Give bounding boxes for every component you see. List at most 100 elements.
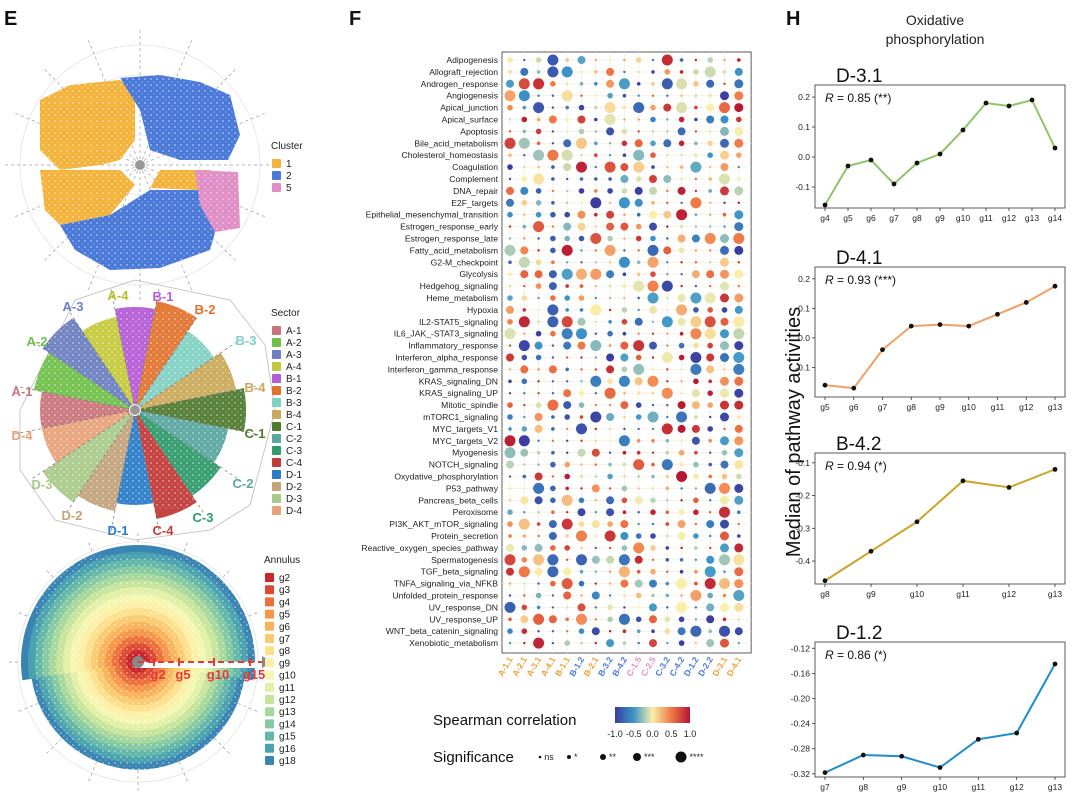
size-legend-dot <box>600 754 606 760</box>
dot <box>636 439 641 443</box>
dot <box>679 558 684 562</box>
dot <box>633 161 645 173</box>
dot <box>604 114 616 125</box>
dot <box>537 296 540 300</box>
dot <box>694 141 698 146</box>
dot <box>618 554 630 566</box>
pathway-label: Fatty_acid_metabolism <box>410 245 498 255</box>
dot <box>521 426 528 432</box>
dot <box>709 415 712 419</box>
dot <box>719 625 730 637</box>
dot <box>622 462 627 467</box>
dot <box>523 511 526 514</box>
dot <box>578 580 585 587</box>
x-tick-label: g10 <box>962 402 976 412</box>
dot <box>677 317 686 326</box>
dot <box>547 54 559 66</box>
sector-label: A-2 <box>27 334 48 349</box>
dot <box>537 165 540 169</box>
pathway-label: Bile_acid_metabolism <box>414 138 498 148</box>
legend-swatch <box>272 482 281 491</box>
dot <box>564 473 570 480</box>
dot <box>606 496 615 505</box>
dot <box>606 210 615 219</box>
dot <box>651 451 655 454</box>
dot <box>566 451 569 454</box>
data-point <box>845 163 851 169</box>
dot <box>606 127 615 136</box>
dot <box>550 545 556 551</box>
dot <box>520 496 529 505</box>
dot <box>590 340 602 352</box>
legend-swatch <box>272 470 281 479</box>
legend-label: A-3 <box>286 350 302 361</box>
dot <box>690 352 702 363</box>
dot <box>637 249 640 252</box>
dot <box>550 247 556 254</box>
dot <box>578 390 585 397</box>
legend-label: D-2 <box>286 482 303 493</box>
y-tick-label: 0.2 <box>798 274 810 284</box>
dot <box>548 270 557 279</box>
dot <box>518 90 530 102</box>
pathway-label: UV_response_DN <box>429 602 498 612</box>
dot <box>720 388 729 398</box>
dot <box>734 103 744 113</box>
dot <box>694 249 698 252</box>
dot <box>551 427 555 431</box>
dot <box>579 415 584 419</box>
dot <box>621 307 628 313</box>
dot <box>737 201 740 204</box>
dot <box>635 57 642 63</box>
dot <box>665 474 670 479</box>
y-tick-label: -0.2 <box>795 491 810 501</box>
dot <box>649 305 657 314</box>
dot <box>594 130 597 133</box>
dot <box>634 579 643 588</box>
dot <box>534 424 543 433</box>
dot <box>723 201 726 204</box>
legend-label: C-3 <box>286 446 303 457</box>
dot <box>521 354 528 361</box>
legend-label: g10 <box>279 671 296 682</box>
dot <box>523 237 526 240</box>
dot <box>634 198 643 207</box>
x-tick-label: g12 <box>1010 782 1024 792</box>
dot <box>606 639 615 648</box>
dot <box>547 554 559 566</box>
dot <box>720 329 729 339</box>
pathway-label: P53_pathway <box>446 483 499 493</box>
dot <box>678 449 685 456</box>
dot <box>666 641 669 645</box>
y-tick-label: -0.24 <box>791 719 811 729</box>
legend-swatch <box>272 171 281 180</box>
dot <box>694 450 698 455</box>
dot <box>594 320 597 323</box>
dot <box>523 403 526 407</box>
dot <box>693 461 699 468</box>
panel-f-dotplot: Adipogenesis Allograft_rejection Androgen_… <box>361 51 752 766</box>
dot <box>709 511 712 514</box>
dot <box>580 546 583 550</box>
dot <box>663 210 672 219</box>
dot <box>691 270 700 279</box>
dot <box>547 149 559 161</box>
dot <box>734 269 744 279</box>
x-tick-label: g6 <box>849 402 859 412</box>
dot <box>708 189 712 193</box>
dot <box>637 308 640 312</box>
dot <box>635 223 642 230</box>
dot <box>604 102 616 114</box>
dot <box>694 94 698 97</box>
dot <box>578 628 585 634</box>
pathway-label: UV_response_UP <box>429 614 498 624</box>
dot <box>647 244 659 256</box>
dot <box>651 165 655 169</box>
dot <box>604 244 616 256</box>
dot <box>607 92 613 99</box>
dot <box>577 603 586 612</box>
dot <box>680 594 683 597</box>
dot <box>708 629 712 633</box>
dot <box>594 641 597 645</box>
dot <box>578 104 585 111</box>
